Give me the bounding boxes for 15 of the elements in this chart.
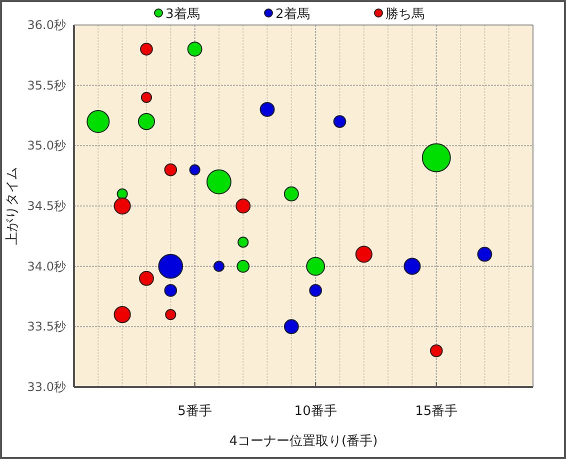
x-tick-label: 15番手 (415, 404, 458, 419)
legend-label: 3着馬 (166, 6, 200, 22)
x-tick-label: 5番手 (178, 404, 212, 419)
y-tick-label: 34.0秒 (27, 259, 66, 274)
y-tick-label: 33.0秒 (27, 380, 66, 394)
x-axis-title: 4コーナー位置取り(番手) (229, 434, 378, 449)
y-tick-label: 34.5秒 (27, 199, 66, 213)
y-tick-label: 35.5秒 (27, 78, 66, 92)
x-tick-label: 10番手 (294, 404, 337, 419)
legend-label: 勝ち馬 (386, 7, 424, 22)
y-tick-label: 33.5秒 (27, 320, 66, 334)
y-axis-title: 上がりタイム (5, 167, 20, 245)
y-tick-label: 36.0秒 (27, 18, 66, 32)
y-tick-label: 35.0秒 (27, 138, 66, 153)
legend-label: 2着馬 (276, 6, 310, 22)
